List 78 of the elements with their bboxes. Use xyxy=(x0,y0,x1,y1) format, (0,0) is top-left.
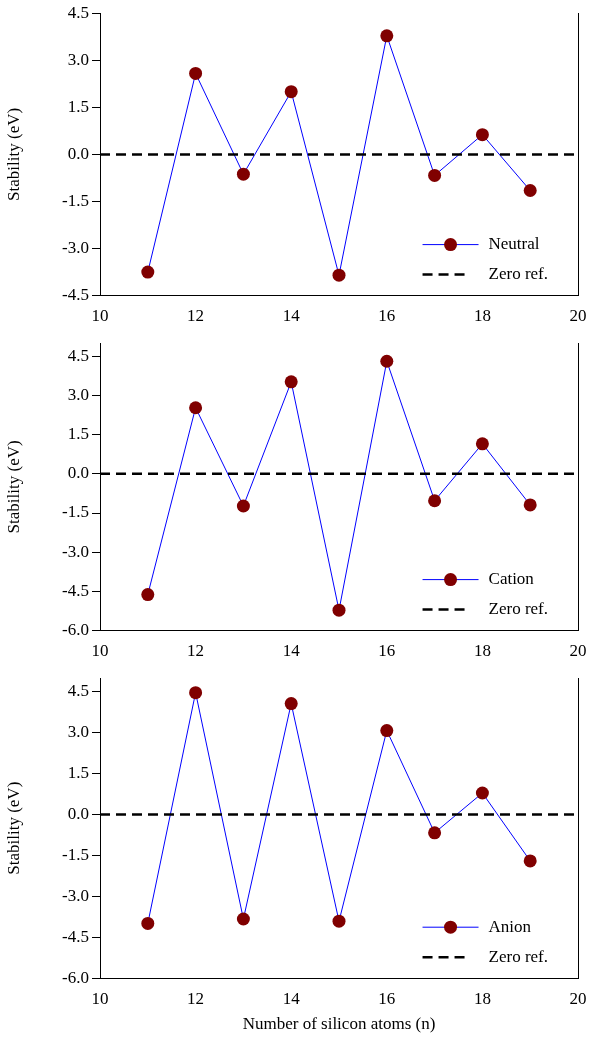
point xyxy=(141,265,155,279)
x-tick-label: 16 xyxy=(378,988,396,1008)
y-tick-label: 3.0 xyxy=(67,384,89,404)
y-tick-label: -6.0 xyxy=(62,620,89,640)
y-tick-label: 3.0 xyxy=(67,49,89,69)
point xyxy=(141,588,155,602)
y-tick-label: 1.5 xyxy=(67,424,89,444)
x-tick-label: 12 xyxy=(187,641,205,661)
point xyxy=(475,786,489,800)
point xyxy=(189,686,203,700)
point xyxy=(475,128,489,142)
point xyxy=(141,916,155,930)
y-tick-label: -1.5 xyxy=(62,190,89,210)
point xyxy=(332,603,346,617)
x-tick-label: 14 xyxy=(282,306,301,326)
y-tick-label: 0.0 xyxy=(67,804,89,824)
x-tick-label: 18 xyxy=(473,641,491,661)
y-tick-label: 4.5 xyxy=(67,681,89,701)
y-tick-label: 3.0 xyxy=(67,722,89,742)
point xyxy=(523,183,537,197)
y-tick-label: 1.5 xyxy=(67,763,89,783)
y-tick-label: -4.5 xyxy=(62,926,89,946)
point xyxy=(332,268,346,282)
x-tick-label: 14 xyxy=(282,641,301,661)
point xyxy=(428,494,442,508)
y-tick-label: 0.0 xyxy=(67,143,89,163)
y-tick-label: 1.5 xyxy=(67,96,89,116)
point xyxy=(236,499,250,513)
legend-label: Anion xyxy=(488,916,532,936)
y-tick-label: -1.5 xyxy=(62,844,89,864)
point xyxy=(236,912,250,926)
legend-label: Cation xyxy=(488,569,535,589)
y-tick-label: -6.0 xyxy=(62,967,89,987)
point xyxy=(380,354,394,368)
y-tick-label: 4.5 xyxy=(67,2,89,22)
x-tick-label: 10 xyxy=(91,641,109,661)
legend-label: Zero ref. xyxy=(488,264,549,284)
x-tick-label: 12 xyxy=(187,306,205,326)
point xyxy=(475,437,489,451)
point xyxy=(428,168,442,182)
y-tick-label: -1.5 xyxy=(62,502,89,522)
y-tick-label: 4.5 xyxy=(67,345,89,365)
x-tick-label: 10 xyxy=(91,988,109,1008)
y-tick-label: -3.0 xyxy=(62,885,89,905)
point xyxy=(189,401,203,415)
legend-label: Neutral xyxy=(488,234,540,254)
point xyxy=(380,29,394,43)
legend-label: Zero ref. xyxy=(488,946,549,966)
y-axis-title: Stability (eV) xyxy=(3,781,23,875)
x-tick-label: 10 xyxy=(91,306,109,326)
y-tick-label: -4.5 xyxy=(62,285,89,305)
x-tick-label: 20 xyxy=(569,988,587,1008)
point xyxy=(523,854,537,868)
x-tick-label: 20 xyxy=(569,306,587,326)
y-tick-label: 0.0 xyxy=(67,463,89,483)
point xyxy=(428,826,442,840)
legend-label: Zero ref. xyxy=(488,599,549,619)
x-axis-title: Number of silicon atoms (n) xyxy=(242,1014,436,1034)
point xyxy=(380,724,394,738)
point xyxy=(284,697,298,711)
x-tick-label: 16 xyxy=(378,641,396,661)
point xyxy=(332,914,346,928)
y-tick-label: -3.0 xyxy=(62,541,89,561)
y-axis-title: Stability (eV) xyxy=(3,107,23,201)
x-tick-label: 14 xyxy=(282,988,301,1008)
point xyxy=(189,66,203,80)
point xyxy=(284,85,298,99)
x-tick-label: 20 xyxy=(569,641,587,661)
point xyxy=(236,167,250,181)
y-tick-label: -4.5 xyxy=(62,580,89,600)
point xyxy=(523,498,537,512)
y-tick-label: -3.0 xyxy=(62,238,89,257)
x-tick-label: 18 xyxy=(473,306,491,326)
x-tick-label: 16 xyxy=(378,306,396,326)
x-tick-label: 12 xyxy=(187,988,205,1008)
x-tick-label: 18 xyxy=(473,988,491,1008)
point xyxy=(284,375,298,389)
y-axis-title: Stability (eV) xyxy=(3,440,23,534)
